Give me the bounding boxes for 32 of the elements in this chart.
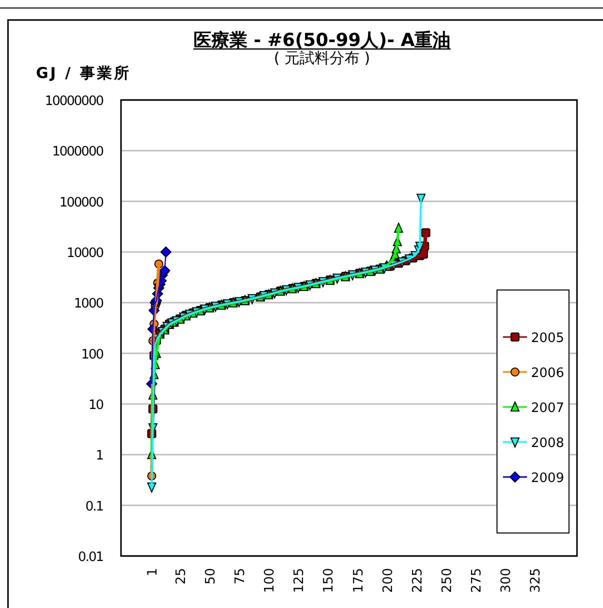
x-tick-label: 1	[146, 568, 161, 576]
y-tick-label: 10	[88, 398, 104, 413]
x-tick-label: 175	[351, 568, 366, 593]
y-tick-label: 0.01	[78, 550, 104, 565]
x-tick-label: 325	[528, 568, 544, 593]
y-tick-label: 100	[81, 347, 104, 362]
x-tick-label: 100	[262, 568, 278, 593]
legend-label: 2006	[531, 366, 564, 381]
x-tick-label: 250	[440, 568, 455, 593]
y-tick-label: 1	[96, 448, 104, 464]
x-tick-label: 300	[498, 568, 514, 593]
x-tick-label: 150	[322, 568, 337, 593]
x-tick-label: 75	[233, 568, 248, 585]
x-tick-label: 25	[174, 568, 190, 585]
y-tick-label: 100000	[59, 195, 104, 210]
x-tick-label: 225	[410, 568, 426, 593]
x-tick-label: 275	[469, 568, 484, 593]
legend-label: 2008	[531, 436, 564, 451]
x-tick-label: 50	[204, 568, 219, 585]
y-tick-label: 10000000	[44, 94, 104, 109]
y-tick-label: 0.1	[85, 499, 104, 514]
y-tick-label: 1000000	[52, 144, 104, 160]
y-tick-label: 1000	[74, 296, 104, 312]
x-tick-label: 125	[292, 568, 308, 593]
chart-subtitle: ( 元試料分布 )	[274, 49, 370, 67]
y-tick-label: 10000	[66, 246, 104, 261]
y-axis-title: GJ / 事業所	[36, 64, 131, 82]
x-tick-label: 200	[380, 568, 396, 593]
legend-label: 2009	[531, 471, 564, 486]
legend-label: 2007	[531, 401, 564, 416]
legend-label: 2005	[531, 331, 564, 346]
chart-title: 医療業 - #6(50-99人)- A重油	[193, 30, 451, 51]
